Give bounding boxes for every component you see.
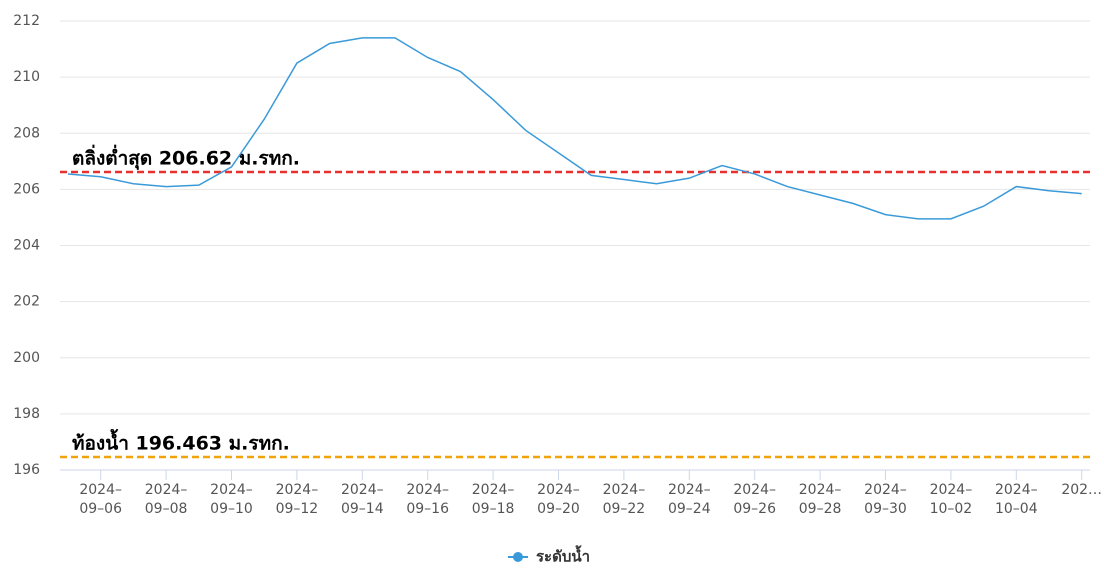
x-tick-label: 2024–09–26 — [733, 482, 776, 517]
x-tick-label: 202… — [1061, 482, 1103, 498]
x-tick-label: 2024–09–06 — [79, 482, 122, 517]
y-tick-label: 196 — [13, 462, 40, 478]
reference-label: ตลิ่งต่ำสุด 206.62 ม.รทก. — [72, 144, 300, 170]
y-tick-label: 198 — [13, 406, 40, 422]
y-tick-label: 206 — [13, 181, 40, 197]
x-tick-label: 2024–09–14 — [340, 482, 384, 517]
y-tick-label: 212 — [13, 13, 40, 29]
legend-marker — [513, 552, 523, 562]
x-tick-label: 2024–09–12 — [275, 482, 319, 517]
x-tick-label: 2024–10–04 — [994, 482, 1038, 517]
x-tick-label: 2024–09–10 — [210, 482, 253, 517]
x-tick-label: 2024–10–02 — [929, 482, 973, 517]
x-tick-label: 2024–09–08 — [144, 482, 188, 517]
x-tick-label: 2024–09–18 — [471, 482, 515, 517]
y-tick-label: 210 — [13, 69, 40, 85]
reference-label: ท้องน้ำ 196.463 ม.รทก. — [72, 429, 290, 455]
y-tick-label: 202 — [13, 294, 40, 310]
x-tick-label: 2024–09–20 — [537, 482, 580, 517]
x-tick-label: 2024–09–30 — [864, 482, 907, 517]
legend-label: ระดับน้ำ — [536, 545, 590, 566]
data-line — [67, 37, 1082, 220]
y-tick-label: 204 — [13, 238, 40, 254]
x-tick-label: 2024–09–28 — [798, 482, 842, 517]
y-tick-label: 200 — [13, 350, 40, 366]
x-tick-label: 2024–09–22 — [602, 482, 646, 517]
x-tick-label: 2024–09–16 — [406, 482, 449, 517]
y-tick-label: 208 — [13, 125, 40, 141]
x-tick-label: 2024–09–24 — [667, 482, 711, 517]
